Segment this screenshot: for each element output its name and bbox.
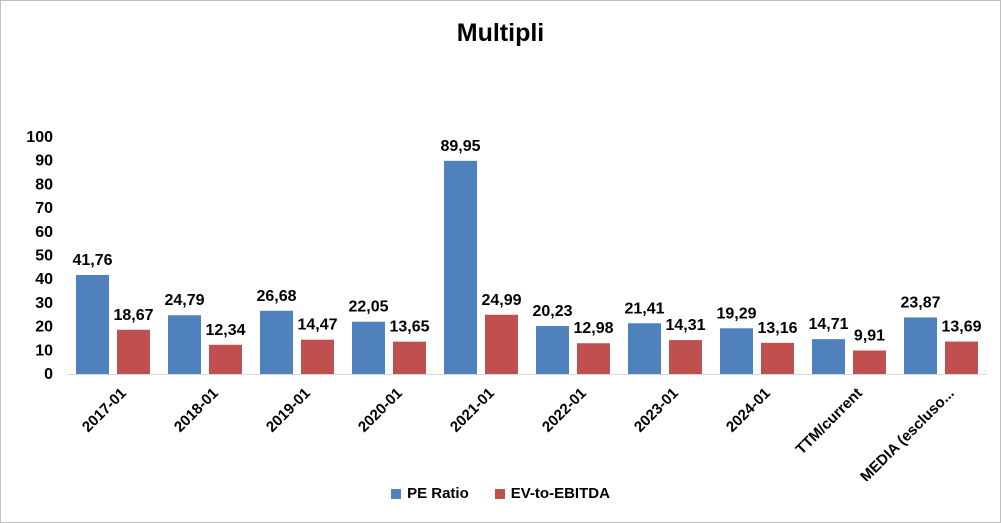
bar-ev-to-ebitda [301, 339, 334, 374]
x-tick-label: 2024-01 [723, 385, 774, 436]
bar-ev-to-ebitda [669, 340, 702, 374]
bar-ev-to-ebitda [209, 344, 242, 374]
data-label-ev-to-ebitda: 14,47 [297, 317, 337, 334]
data-label-ev-to-ebitda: 12,34 [205, 322, 245, 339]
data-label-ev-to-ebitda: 13,65 [389, 319, 429, 336]
data-label-pe-ratio: 41,76 [72, 252, 112, 269]
y-tick-label: 40 [35, 271, 53, 288]
x-axis: 2017-01 2018-01 2019-01 2020-01 2021-01 2022-… [67, 374, 987, 481]
bar-pe-ratio [168, 315, 201, 374]
data-label-pe-ratio: 14,71 [808, 316, 848, 333]
y-tick-label: 20 [35, 319, 53, 336]
y-tick-label: 50 [35, 248, 53, 265]
data-label-ev-to-ebitda: 24,99 [481, 292, 521, 309]
data-label-ev-to-ebitda: 14,31 [665, 317, 705, 334]
bar-ev-to-ebitda [393, 341, 426, 374]
bar-pe-ratio [904, 317, 937, 374]
bar-ev-to-ebitda [761, 342, 794, 374]
data-label-ev-to-ebitda: 12,98 [573, 320, 613, 337]
legend-swatch-pe-ratio [391, 488, 402, 499]
chart-title: Multipli [456, 19, 545, 47]
x-tick-label: TTM/current [793, 385, 866, 458]
x-tick-label: 2021-01 [447, 385, 498, 436]
bar-pe-ratio [720, 328, 753, 374]
x-tick-label: 2017-01 [79, 385, 130, 436]
legend-label-pe-ratio: PE Ratio [407, 485, 469, 502]
y-tick-label: 30 [35, 295, 53, 312]
y-tick-label: 0 [44, 366, 53, 383]
legend-swatch-ev-to-ebitda [494, 488, 505, 499]
bar-ev-to-ebitda [485, 314, 518, 374]
data-label-ev-to-ebitda: 9,91 [854, 328, 885, 345]
data-label-pe-ratio: 19,29 [716, 305, 756, 322]
data-label-pe-ratio: 21,41 [624, 300, 664, 317]
y-axis: 0 10 20 30 40 50 60 70 80 90 100 [26, 129, 53, 383]
data-label-pe-ratio: 22,05 [348, 299, 388, 316]
y-tick-label: 70 [35, 200, 53, 217]
data-label-ev-to-ebitda: 13,16 [757, 320, 797, 337]
legend-item-ev-to-ebitda: EV-to-EBITDA [494, 485, 610, 502]
bar-pe-ratio [628, 323, 661, 374]
legend: PE Ratio EV-to-EBITDA [1, 485, 1000, 502]
bar-pe-ratio [812, 339, 845, 374]
legend-label-ev-to-ebitda: EV-to-EBITDA [510, 485, 610, 502]
x-tick-label: 2018-01 [171, 385, 222, 436]
x-tick-label: 2020-01 [355, 385, 406, 436]
bar-ev-to-ebitda [117, 329, 150, 374]
x-tick-label: MEDIA (escluso... [857, 385, 958, 481]
y-tick-label: 90 [35, 153, 53, 170]
data-label-pe-ratio: 24,79 [164, 292, 204, 309]
bar-pe-ratio [76, 275, 109, 374]
bar-ev-to-ebitda [853, 350, 886, 374]
x-tick-label: 2022-01 [539, 385, 590, 436]
bar-pe-ratio [444, 160, 477, 374]
legend-item-pe-ratio: PE Ratio [391, 485, 469, 502]
bar-pe-ratio [352, 321, 385, 374]
data-label-pe-ratio: 89,95 [440, 138, 480, 155]
data-label-ev-to-ebitda: 18,67 [113, 307, 153, 324]
bar-ev-to-ebitda [945, 341, 978, 374]
y-tick-label: 10 [35, 342, 53, 359]
data-label-ev-to-ebitda: 13,69 [941, 319, 981, 336]
y-tick-label: 100 [26, 129, 53, 146]
x-tick-label: 2019-01 [263, 385, 314, 436]
data-label-pe-ratio: 23,87 [900, 294, 940, 311]
data-label-pe-ratio: 20,23 [532, 303, 572, 320]
y-tick-label: 80 [35, 176, 53, 193]
data-label-pe-ratio: 26,68 [256, 288, 296, 305]
bar-pe-ratio [260, 310, 293, 374]
bar-pe-ratio [536, 326, 569, 374]
y-tick-label: 60 [35, 224, 53, 241]
bar-ev-to-ebitda [577, 343, 610, 374]
x-tick-label: 2023-01 [631, 385, 682, 436]
